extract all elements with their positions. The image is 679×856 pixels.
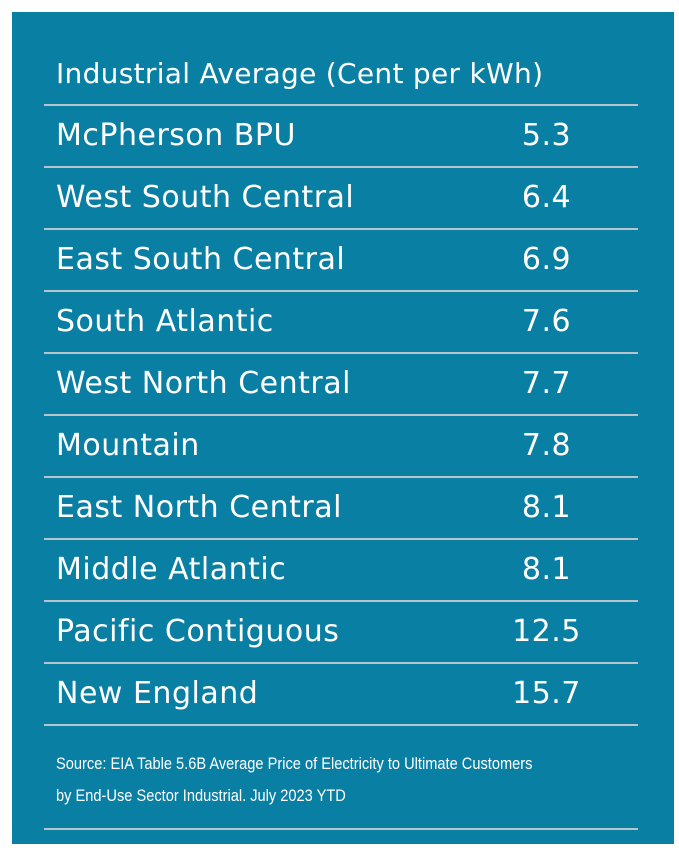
- region-name: South Atlantic: [56, 304, 274, 339]
- table-row: West North Central 7.7: [44, 354, 638, 416]
- region-name: Pacific Contiguous: [56, 614, 340, 649]
- price-table: McPherson BPU 5.3 West South Central 6.4…: [44, 106, 638, 726]
- region-name: West North Central: [56, 366, 351, 401]
- region-name: East South Central: [56, 242, 346, 277]
- region-name: McPherson BPU: [56, 118, 296, 153]
- header-rule: [44, 104, 638, 106]
- price-value: 7.8: [521, 428, 572, 463]
- table-row: New England 15.7: [44, 664, 638, 726]
- table-row: South Atlantic 7.6: [44, 292, 638, 354]
- price-value: 8.1: [521, 552, 572, 587]
- table-row: Mountain 7.8: [44, 416, 638, 478]
- source-note: Source: EIA Table 5.6B Average Price of …: [56, 748, 546, 812]
- source-line-1: Source: EIA Table 5.6B Average Price of …: [56, 754, 533, 773]
- table-row: West South Central 6.4: [44, 168, 638, 230]
- price-table-panel: [12, 12, 674, 844]
- table-row: Pacific Contiguous 12.5: [44, 602, 638, 664]
- price-value: 7.7: [521, 366, 572, 401]
- region-name: New England: [56, 676, 259, 711]
- table-row: McPherson BPU 5.3: [44, 106, 638, 168]
- region-name: West South Central: [56, 180, 355, 215]
- price-value: 12.5: [512, 614, 581, 649]
- source-line-2: by End-Use Sector Industrial. July 2023 …: [56, 786, 346, 805]
- price-value: 6.9: [521, 242, 572, 277]
- table-row: East North Central 8.1: [44, 478, 638, 540]
- region-name: East North Central: [56, 490, 342, 525]
- footer-rule: [44, 828, 638, 830]
- region-name: Middle Atlantic: [56, 552, 287, 587]
- price-value: 7.6: [521, 304, 572, 339]
- price-value: 6.4: [521, 180, 572, 215]
- table-row: East South Central 6.9: [44, 230, 638, 292]
- region-name: Mountain: [56, 428, 200, 463]
- table-header: Industrial Average (Cent per kWh): [56, 57, 544, 90]
- table-row: Middle Atlantic 8.1: [44, 540, 638, 602]
- price-value: 5.3: [521, 118, 572, 153]
- price-value: 15.7: [512, 676, 581, 711]
- price-value: 8.1: [521, 490, 572, 525]
